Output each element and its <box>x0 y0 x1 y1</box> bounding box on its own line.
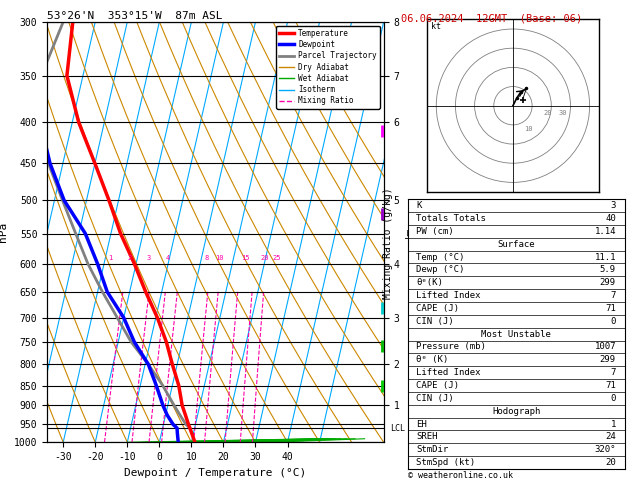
Text: 1: 1 <box>611 419 616 429</box>
Text: 0: 0 <box>611 394 616 403</box>
Text: 3: 3 <box>611 201 616 210</box>
Text: Temp (°C): Temp (°C) <box>416 253 465 261</box>
Text: 0: 0 <box>611 317 616 326</box>
Text: 30: 30 <box>559 110 567 116</box>
Text: 20: 20 <box>543 110 552 116</box>
Text: CAPE (J): CAPE (J) <box>416 304 459 313</box>
Text: 1.14: 1.14 <box>594 227 616 236</box>
Text: Dewp (°C): Dewp (°C) <box>416 265 465 275</box>
Text: CAPE (J): CAPE (J) <box>416 381 459 390</box>
Text: 10: 10 <box>215 255 224 260</box>
Text: 11.1: 11.1 <box>594 253 616 261</box>
Text: Hodograph: Hodograph <box>492 407 540 416</box>
Text: 15: 15 <box>241 255 249 260</box>
Text: 24: 24 <box>605 433 616 441</box>
Y-axis label: km
ASL: km ASL <box>405 223 426 241</box>
Text: 40: 40 <box>605 214 616 223</box>
Text: 7: 7 <box>611 291 616 300</box>
Text: 2: 2 <box>128 255 131 260</box>
Text: EH: EH <box>416 419 427 429</box>
Legend: Temperature, Dewpoint, Parcel Trajectory, Dry Adiabat, Wet Adiabat, Isotherm, Mi: Temperature, Dewpoint, Parcel Trajectory… <box>276 26 380 108</box>
Y-axis label: hPa: hPa <box>0 222 8 242</box>
Text: Totals Totals: Totals Totals <box>416 214 486 223</box>
Text: 320°: 320° <box>594 445 616 454</box>
Text: 20: 20 <box>605 458 616 467</box>
Text: CIN (J): CIN (J) <box>416 317 454 326</box>
Text: SREH: SREH <box>416 433 438 441</box>
Text: 4: 4 <box>166 255 170 260</box>
Text: © weatheronline.co.uk: © weatheronline.co.uk <box>408 471 513 480</box>
Text: 1: 1 <box>108 255 113 260</box>
Text: Lifted Index: Lifted Index <box>416 291 481 300</box>
Text: Pressure (mb): Pressure (mb) <box>416 343 486 351</box>
Text: 299: 299 <box>600 355 616 364</box>
Text: 299: 299 <box>600 278 616 287</box>
Text: θᵉ(K): θᵉ(K) <box>416 278 443 287</box>
Text: StmSpd (kt): StmSpd (kt) <box>416 458 476 467</box>
Text: 71: 71 <box>605 304 616 313</box>
Text: 1007: 1007 <box>594 343 616 351</box>
Text: 71: 71 <box>605 381 616 390</box>
Text: θᵉ (K): θᵉ (K) <box>416 355 448 364</box>
Text: 8: 8 <box>204 255 209 260</box>
Text: 3: 3 <box>147 255 151 260</box>
Text: 06.06.2024  12GMT  (Base: 06): 06.06.2024 12GMT (Base: 06) <box>401 14 582 24</box>
Text: StmDir: StmDir <box>416 445 448 454</box>
Text: Most Unstable: Most Unstable <box>481 330 551 339</box>
Text: 25: 25 <box>273 255 281 260</box>
Text: 5.9: 5.9 <box>600 265 616 275</box>
Text: Lifted Index: Lifted Index <box>416 368 481 377</box>
Text: PW (cm): PW (cm) <box>416 227 454 236</box>
Text: Mixing Ratio (g/kg): Mixing Ratio (g/kg) <box>383 187 393 299</box>
Text: K: K <box>416 201 421 210</box>
Text: CIN (J): CIN (J) <box>416 394 454 403</box>
X-axis label: Dewpoint / Temperature (°C): Dewpoint / Temperature (°C) <box>125 468 306 478</box>
Text: 7: 7 <box>611 368 616 377</box>
Text: 20: 20 <box>260 255 269 260</box>
Text: Surface: Surface <box>498 240 535 249</box>
Text: kt: kt <box>430 22 440 31</box>
Text: LCL: LCL <box>391 423 406 433</box>
Text: 10: 10 <box>524 125 533 132</box>
Text: 53°26'N  353°15'W  87m ASL: 53°26'N 353°15'W 87m ASL <box>47 11 223 21</box>
